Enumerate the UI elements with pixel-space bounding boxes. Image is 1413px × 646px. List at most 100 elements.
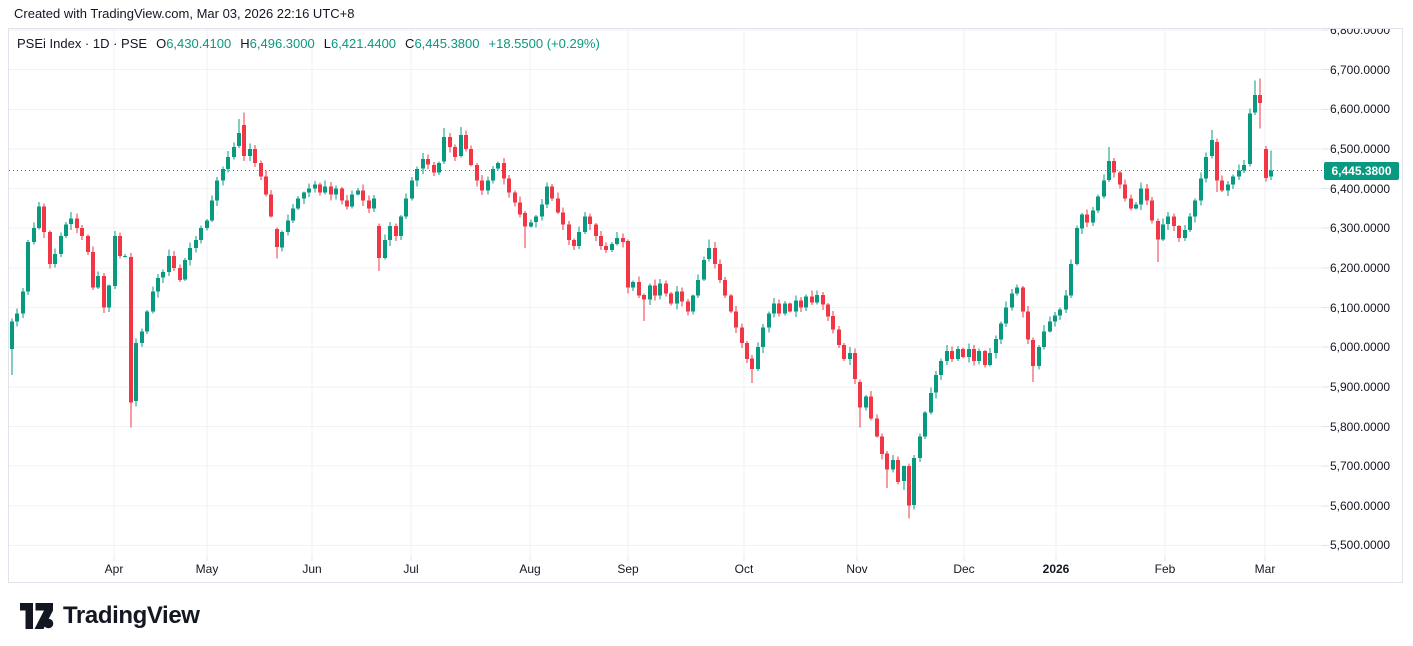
- candle-body: [550, 186, 554, 199]
- candle-body: [1242, 164, 1246, 171]
- candle-body: [1226, 184, 1230, 191]
- candle-body: [15, 313, 19, 322]
- candle-body: [831, 316, 835, 330]
- time-axis-label: Aug: [519, 562, 541, 576]
- candle-body: [740, 327, 744, 344]
- candle-body: [621, 238, 625, 243]
- candle-body: [394, 226, 398, 237]
- candle-body: [875, 418, 879, 437]
- time-axis-label: Feb: [1154, 562, 1176, 576]
- legend-low: L6,421.4400: [323, 36, 397, 51]
- candle-body: [269, 194, 273, 217]
- price-axis-label: 6,300.0000: [1330, 221, 1391, 236]
- candle-body: [637, 281, 641, 296]
- candle-body: [205, 220, 209, 229]
- last-price-badge: 6,445.3800: [1324, 161, 1399, 180]
- candle-body: [248, 148, 252, 156]
- candle-body: [113, 236, 117, 286]
- chart-legend: PSEi Index · 1D · PSE O6,430.4100 H6,496…: [17, 36, 600, 51]
- candle-body: [918, 436, 922, 459]
- price-axis-label: 5,800.0000: [1330, 419, 1391, 434]
- candle-body: [615, 238, 619, 244]
- candle-body: [134, 343, 138, 402]
- candle-body: [977, 351, 981, 361]
- candle-body: [653, 285, 657, 296]
- candle-body: [253, 148, 257, 163]
- candle-body: [718, 263, 722, 280]
- tradingview-logo[interactable]: TradingView: [20, 602, 200, 630]
- candle-body: [334, 188, 338, 195]
- symbol-title[interactable]: PSEi Index · 1D · PSE: [17, 36, 148, 51]
- candle-body: [696, 279, 700, 296]
- candle-body: [923, 412, 927, 437]
- candle-body: [556, 198, 560, 213]
- candle-body: [286, 220, 290, 233]
- candle-body: [756, 347, 760, 369]
- candle-body: [367, 200, 371, 209]
- time-axis-label: Sep: [617, 562, 639, 576]
- candle-body: [280, 232, 284, 248]
- candle-body: [1220, 180, 1224, 191]
- candle-body: [69, 218, 73, 225]
- tradingview-logo-icon: [20, 602, 54, 630]
- candle-body: [1112, 160, 1116, 173]
- candle-body: [307, 188, 311, 193]
- candle-body: [534, 216, 538, 223]
- candle-body: [583, 216, 587, 233]
- candle-body: [140, 331, 144, 344]
- candle-body: [729, 295, 733, 312]
- candle-body: [188, 248, 192, 260]
- candle-body: [1015, 287, 1019, 294]
- candle-body: [702, 259, 706, 280]
- candle-body: [1048, 321, 1052, 332]
- candle-body: [950, 351, 954, 359]
- candle-body: [1253, 95, 1257, 113]
- candle-body: [432, 164, 436, 173]
- candle-body: [10, 321, 14, 350]
- candle-body: [513, 192, 517, 203]
- candle-body: [480, 180, 484, 191]
- candle-body: [523, 213, 527, 227]
- candle-body: [723, 279, 727, 296]
- candle-body: [53, 254, 57, 264]
- time-scale[interactable]: Apr May Jun Jul Aug Sep Oct Nov Dec 2026 Feb Mar: [0, 558, 1413, 583]
- candle-body: [691, 295, 695, 312]
- candle-body: [313, 184, 317, 189]
- candle-body: [21, 291, 25, 314]
- candle-body: [75, 218, 79, 229]
- candle-body: [999, 323, 1003, 340]
- candle-body: [442, 137, 446, 162]
- price-axis-label: 6,600.0000: [1330, 102, 1391, 117]
- candle-body: [767, 313, 771, 328]
- candle-body: [318, 184, 322, 193]
- candle-body: [388, 226, 392, 241]
- candle-body: [1145, 188, 1149, 201]
- candle-body: [815, 294, 819, 303]
- candle-body: [853, 353, 857, 379]
- candle-body: [1096, 196, 1100, 211]
- price-axis-label: 5,700.0000: [1330, 459, 1391, 474]
- candle-body: [567, 224, 571, 241]
- candle-body: [107, 285, 111, 308]
- candle-body: [891, 460, 895, 470]
- candle-body: [864, 396, 868, 408]
- candle-body: [291, 208, 295, 221]
- candle-body: [1183, 230, 1187, 239]
- price-axis-label: 5,900.0000: [1330, 379, 1391, 394]
- candle-body: [161, 271, 165, 278]
- candle-body: [399, 216, 403, 237]
- candle-body: [939, 361, 943, 375]
- candle-body: [804, 296, 808, 308]
- candle-body: [1042, 331, 1046, 348]
- price-axis-label: 5,500.0000: [1330, 538, 1391, 553]
- candle-body: [675, 291, 679, 304]
- candle-body: [91, 252, 95, 288]
- price-scale[interactable]: 6,445.3800 6,800.0000 6,700.0000 6,600.000…: [1323, 29, 1403, 557]
- candle-body: [356, 190, 360, 195]
- candle-body: [145, 311, 149, 332]
- candle-body: [37, 206, 41, 229]
- candle-body: [486, 180, 490, 191]
- candle-body: [404, 198, 408, 217]
- candle-body: [1123, 184, 1127, 199]
